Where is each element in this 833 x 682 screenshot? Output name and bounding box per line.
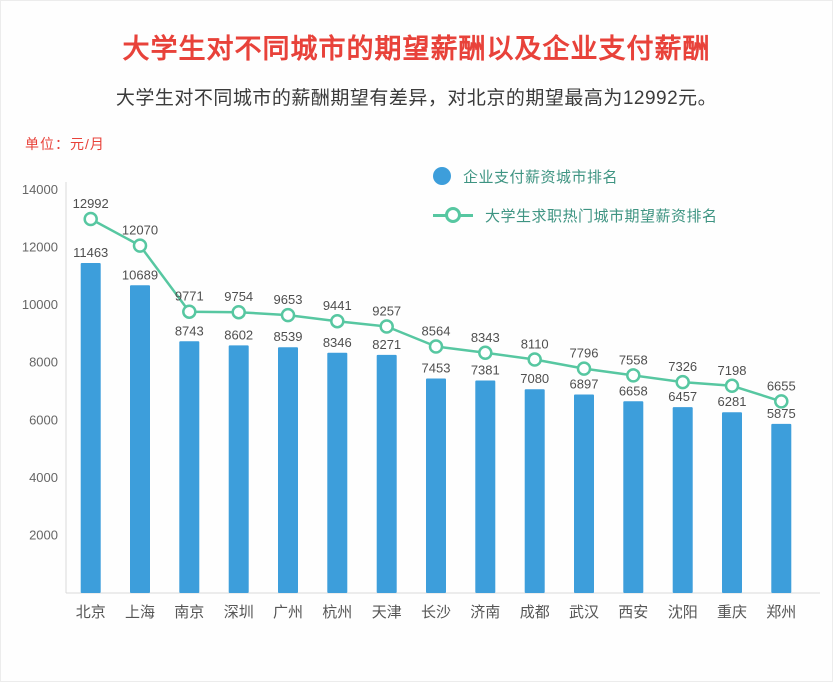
svg-text:武汉: 武汉 xyxy=(569,604,599,621)
svg-text:广州: 广州 xyxy=(273,604,303,621)
line-series-ring-icon xyxy=(445,207,461,223)
legend-item-line-series: 大学生求职热门城市期望薪资排名 xyxy=(433,203,718,227)
legend-line-label: 大学生求职热门城市期望薪资排名 xyxy=(485,207,718,225)
legend-bar-label: 企业支付薪资城市排名 xyxy=(463,168,619,186)
svg-text:6281: 6281 xyxy=(718,394,747,409)
chart-svg: 2000 4000 6000 8000 10000 12000 14000 11463 1068… xyxy=(22,182,820,621)
chart-title: 大学生对不同城市的期望薪酬以及企业支付薪酬 xyxy=(122,34,711,64)
legend: 企业支付薪资城市排名 大学生求职热门城市期望薪资排名 xyxy=(433,164,718,242)
svg-text:11463: 11463 xyxy=(73,245,108,260)
svg-text:7381: 7381 xyxy=(471,363,500,378)
svg-text:6658: 6658 xyxy=(619,383,648,398)
svg-text:9257: 9257 xyxy=(372,304,401,319)
svg-text:8564: 8564 xyxy=(422,324,451,339)
svg-text:9441: 9441 xyxy=(323,298,352,313)
svg-text:8743: 8743 xyxy=(175,323,204,338)
line-series-icon xyxy=(433,207,473,223)
svg-text:8271: 8271 xyxy=(372,337,401,352)
svg-text:7558: 7558 xyxy=(619,352,648,367)
svg-text:7198: 7198 xyxy=(718,363,747,378)
svg-text:7453: 7453 xyxy=(422,361,451,376)
svg-text:14000: 14000 xyxy=(22,182,58,197)
svg-text:8000: 8000 xyxy=(29,355,58,370)
svg-text:天津: 天津 xyxy=(372,604,402,621)
svg-text:2000: 2000 xyxy=(29,527,58,542)
svg-text:5875: 5875 xyxy=(767,406,796,421)
header: 大学生对不同城市的期望薪酬以及企业支付薪酬 大学生对不同城市的薪酬期望有差异，对… xyxy=(1,1,832,110)
chart-area: 单位：元/月 企业支付薪资城市排名 大学生求职热门城市期望薪资排名 2000 40… xyxy=(1,118,832,650)
svg-text:12992: 12992 xyxy=(73,196,109,211)
bar-series-icon xyxy=(433,167,451,185)
svg-text:成都: 成都 xyxy=(520,604,550,621)
svg-text:沈阳: 沈阳 xyxy=(668,604,698,621)
svg-text:9771: 9771 xyxy=(175,289,204,304)
chart-subtitle: 大学生对不同城市的薪酬期望有差异，对北京的期望最高为12992元。 xyxy=(115,88,718,109)
svg-text:7796: 7796 xyxy=(570,346,599,361)
svg-text:南京: 南京 xyxy=(174,604,204,621)
svg-text:6457: 6457 xyxy=(668,389,697,404)
svg-text:西安: 西安 xyxy=(618,604,648,621)
svg-text:重庆: 重庆 xyxy=(717,604,747,621)
svg-text:济南: 济南 xyxy=(470,604,500,621)
svg-text:6897: 6897 xyxy=(570,377,599,392)
svg-text:8602: 8602 xyxy=(224,327,253,342)
svg-text:杭州: 杭州 xyxy=(322,604,352,621)
svg-text:9754: 9754 xyxy=(224,289,253,304)
svg-text:8346: 8346 xyxy=(323,335,352,350)
svg-text:7080: 7080 xyxy=(520,371,549,386)
svg-text:10689: 10689 xyxy=(122,267,158,282)
unit-label: 单位：元/月 xyxy=(25,136,105,152)
svg-text:7326: 7326 xyxy=(668,359,697,374)
svg-text:4000: 4000 xyxy=(29,470,58,485)
legend-item-bar-series: 企业支付薪资城市排名 xyxy=(433,164,718,188)
svg-text:8343: 8343 xyxy=(471,330,500,345)
svg-text:6000: 6000 xyxy=(29,412,58,427)
svg-text:8539: 8539 xyxy=(274,329,303,344)
svg-text:北京: 北京 xyxy=(76,604,106,621)
svg-text:深圳: 深圳 xyxy=(224,604,254,621)
svg-text:12000: 12000 xyxy=(22,240,58,255)
svg-text:8110: 8110 xyxy=(521,337,549,352)
svg-text:上海: 上海 xyxy=(125,604,155,621)
svg-text:10000: 10000 xyxy=(22,297,58,312)
svg-text:长沙: 长沙 xyxy=(421,604,451,621)
svg-text:郑州: 郑州 xyxy=(766,604,796,621)
svg-text:6655: 6655 xyxy=(767,378,796,393)
svg-text:12070: 12070 xyxy=(122,223,158,238)
svg-text:9653: 9653 xyxy=(274,292,303,307)
